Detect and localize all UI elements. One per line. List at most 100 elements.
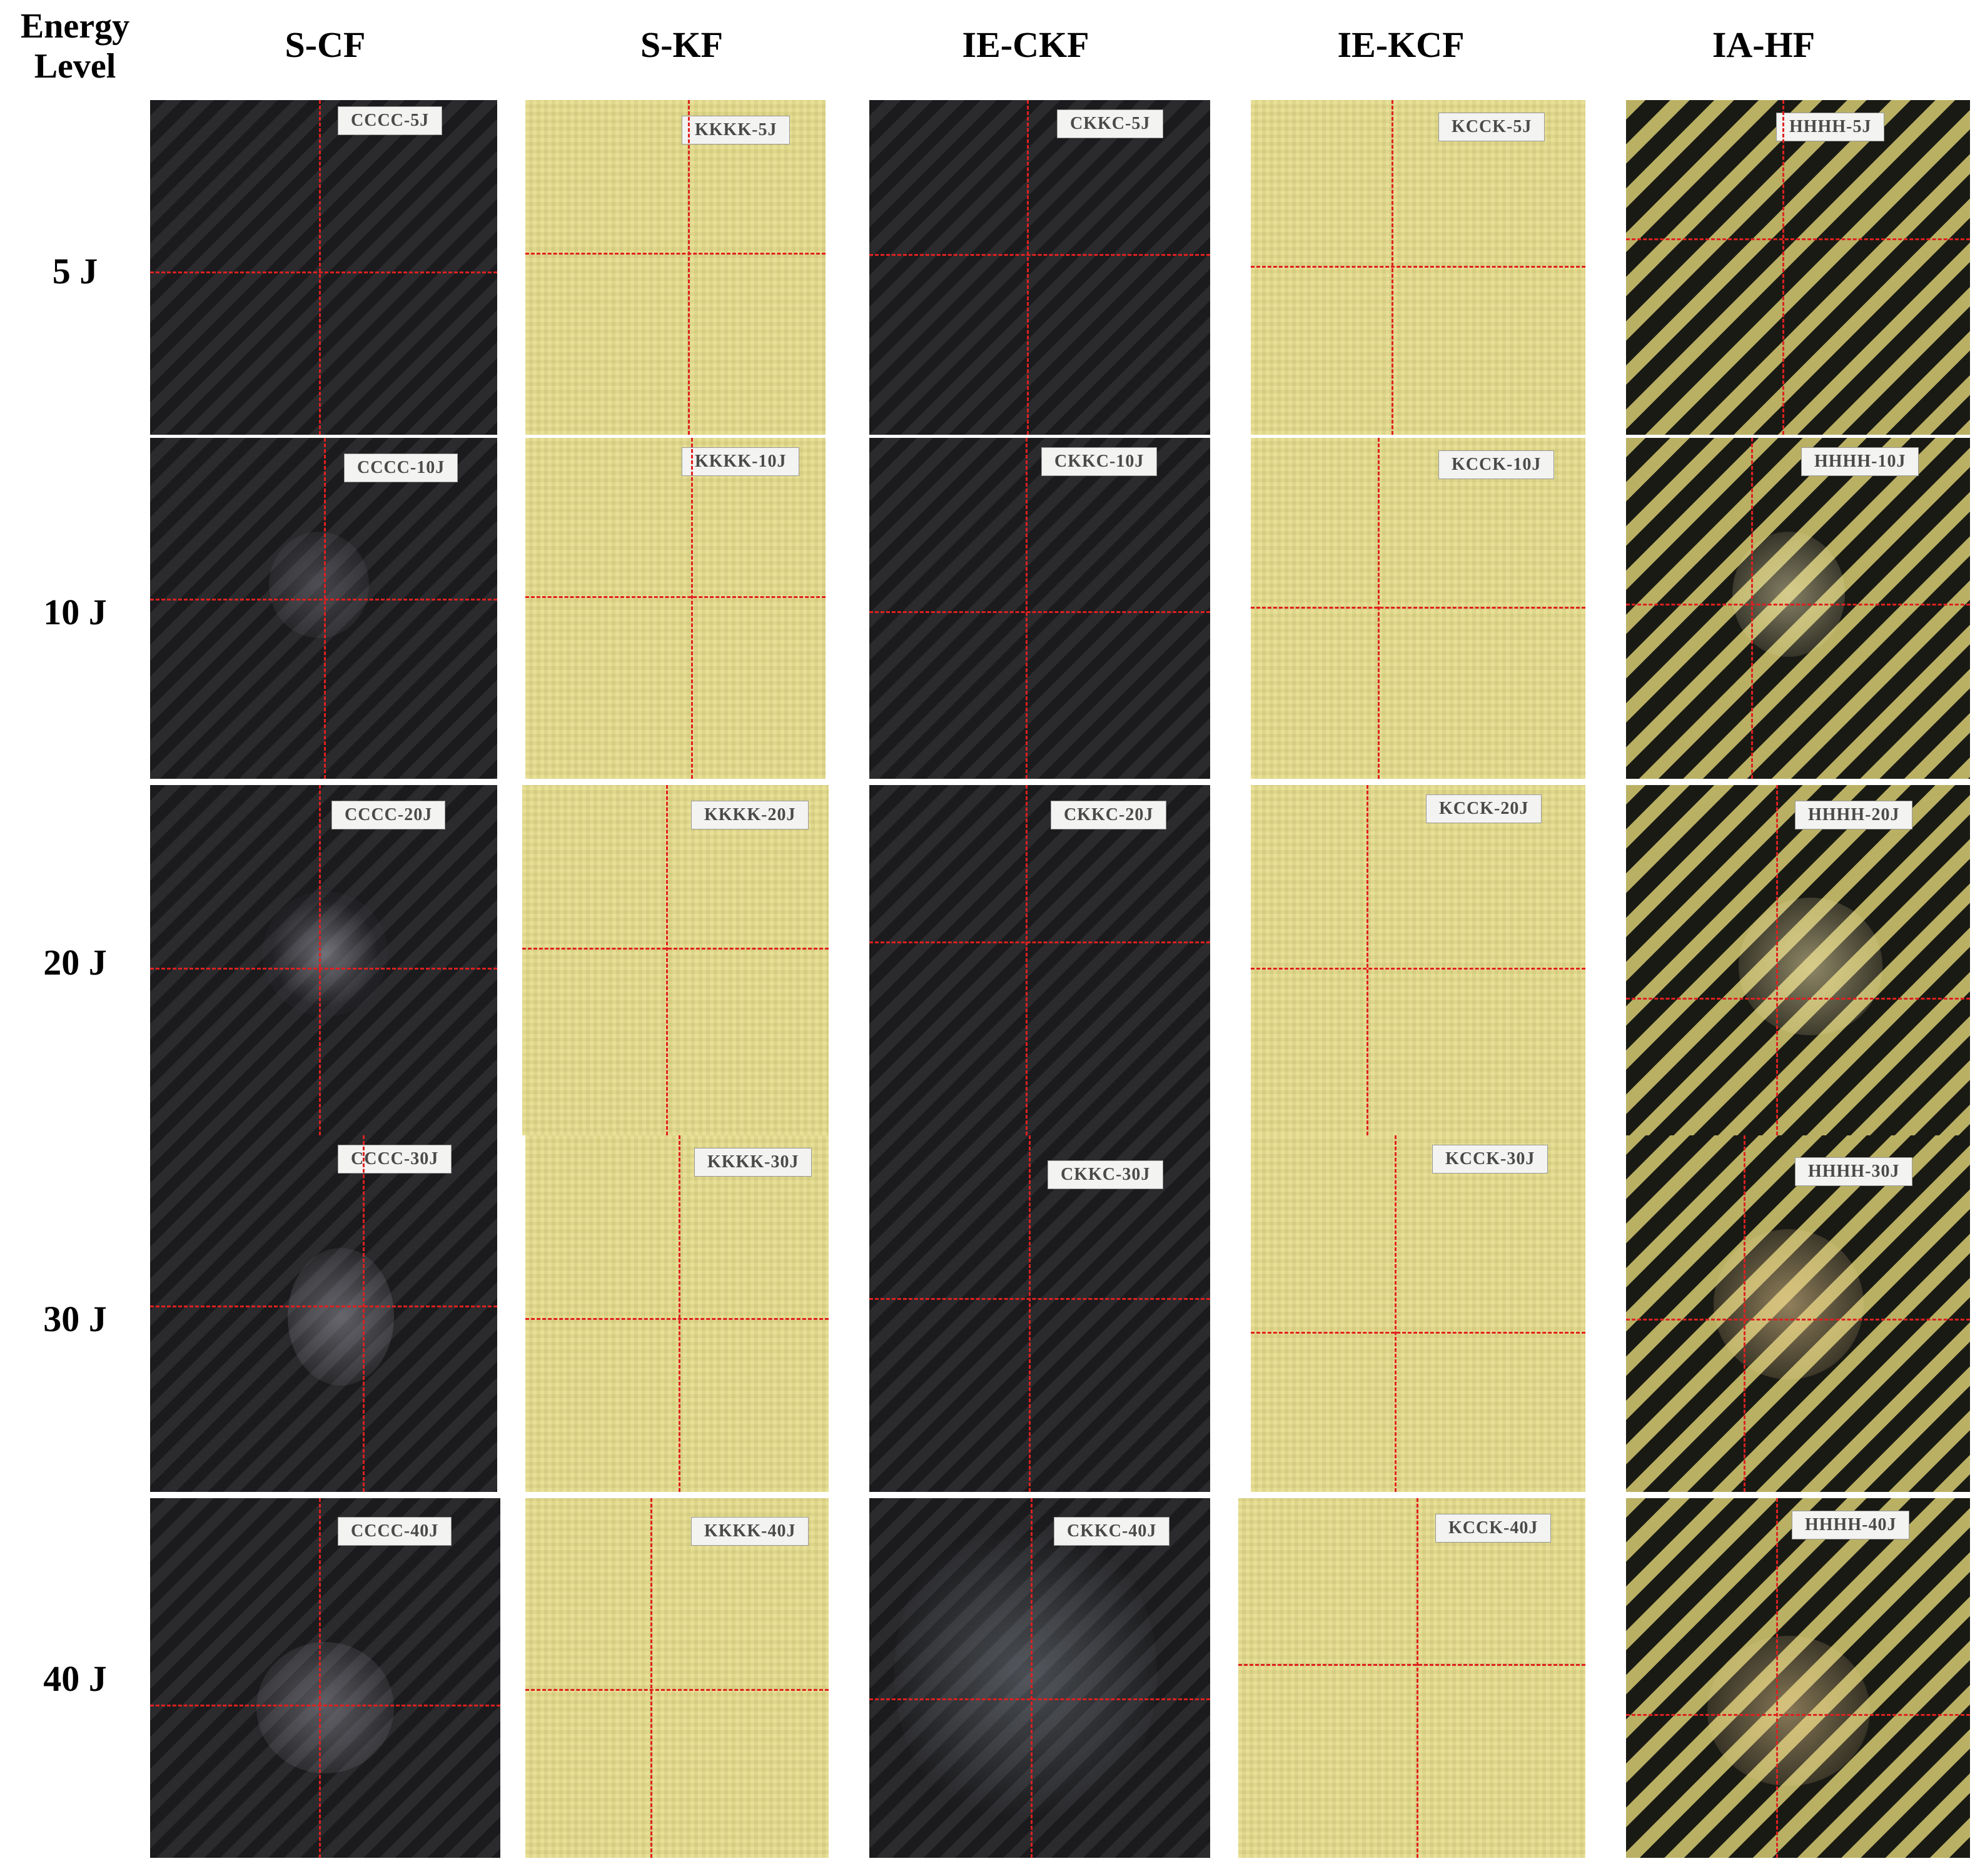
crosshair-vertical bbox=[1776, 785, 1778, 1135]
specimen-photo-s-cf-10j: CCCC-10J bbox=[150, 438, 497, 779]
crosshair-horizontal bbox=[525, 253, 826, 255]
impact-damage-area bbox=[1707, 1636, 1870, 1786]
specimen-label: KCCK-5J bbox=[1438, 113, 1545, 141]
crosshair-horizontal bbox=[1238, 1664, 1585, 1666]
crosshair-vertical bbox=[1744, 1135, 1745, 1492]
crosshair-vertical bbox=[363, 1135, 365, 1492]
specimen-label: KCCK-10J bbox=[1438, 450, 1555, 479]
impact-damage-area bbox=[1739, 898, 1882, 1035]
specimen-photo-ia-hf-5j: HHHH-5J bbox=[1626, 100, 1970, 435]
row-label-40j: 40 J bbox=[43, 1658, 107, 1699]
specimen-label: CCCC-5J bbox=[338, 106, 443, 135]
crosshair-horizontal bbox=[525, 1318, 829, 1320]
crosshair-vertical bbox=[691, 438, 693, 779]
impact-damage-area bbox=[1732, 532, 1845, 657]
crosshair-horizontal bbox=[1251, 968, 1585, 970]
specimen-photo-ie-ckf-40j: CKKC-40J bbox=[869, 1498, 1210, 1858]
crosshair-vertical bbox=[1417, 1498, 1418, 1858]
impact-damage-area bbox=[288, 1248, 394, 1386]
specimen-label: KCCK-40J bbox=[1435, 1514, 1552, 1543]
specimen-photo-s-cf-5j: CCCC-5J bbox=[150, 100, 497, 435]
impact-damage-area bbox=[263, 891, 388, 1017]
crosshair-horizontal bbox=[869, 1298, 1210, 1300]
crosshair-horizontal bbox=[1251, 266, 1585, 268]
crosshair-vertical bbox=[1031, 1498, 1033, 1858]
specimen-label: KKKK-5J bbox=[682, 116, 791, 145]
row-label-5j: 5 J bbox=[52, 251, 98, 292]
energy-level-header: Energy Level bbox=[20, 7, 130, 86]
column-header-s-cf: S-CF bbox=[285, 24, 366, 65]
crosshair-horizontal bbox=[525, 1689, 829, 1691]
crosshair-horizontal bbox=[1626, 1714, 1970, 1716]
impact-damage-area bbox=[269, 532, 369, 638]
column-header-ie-kcf: IE-KCF bbox=[1337, 24, 1465, 65]
specimen-label: CCCC-40J bbox=[338, 1517, 452, 1546]
specimen-photo-ie-kcf-30j: KCCK-30J bbox=[1251, 1135, 1585, 1492]
specimen-label: HHHH-20J bbox=[1795, 801, 1913, 829]
specimen-photo-s-cf-20j: CCCC-20J bbox=[150, 785, 497, 1135]
crosshair-vertical bbox=[1366, 785, 1368, 1135]
crosshair-horizontal bbox=[869, 941, 1210, 943]
crosshair-vertical bbox=[1776, 1498, 1778, 1858]
specimen-label: CKKC-40J bbox=[1054, 1517, 1170, 1546]
crosshair-vertical bbox=[666, 785, 668, 1135]
specimen-photo-ie-kcf-5j: KCCK-5J bbox=[1251, 100, 1585, 435]
crosshair-vertical bbox=[1751, 438, 1753, 779]
specimen-photo-ia-hf-40j: HHHH-40J bbox=[1626, 1498, 1970, 1858]
specimen-photo-ie-kcf-10j: KCCK-10J bbox=[1251, 438, 1585, 779]
specimen-photo-s-kf-20j: KKKK-20J bbox=[522, 785, 829, 1135]
crosshair-vertical bbox=[679, 1135, 680, 1492]
specimen-photo-ia-hf-20j: HHHH-20J bbox=[1626, 785, 1970, 1135]
row-label-10j: 10 J bbox=[43, 592, 107, 632]
crosshair-vertical bbox=[650, 1498, 652, 1858]
crosshair-vertical bbox=[319, 100, 321, 435]
specimen-photo-ie-ckf-10j: CKKC-10J bbox=[869, 438, 1210, 779]
specimen-photo-s-cf-40j: CCCC-40J bbox=[150, 1498, 500, 1858]
specimen-photo-s-kf-30j: KKKK-30J bbox=[525, 1135, 829, 1492]
impact-damage-area bbox=[1714, 1229, 1864, 1379]
row-label-30j: 30 J bbox=[43, 1299, 107, 1339]
crosshair-vertical bbox=[1027, 100, 1029, 435]
crosshair-horizontal bbox=[869, 1698, 1210, 1700]
crosshair-vertical bbox=[319, 785, 321, 1135]
specimen-label: CKKC-10J bbox=[1041, 447, 1158, 476]
specimen-photo-ia-hf-30j: HHHH-30J bbox=[1626, 1135, 1970, 1492]
crosshair-horizontal bbox=[150, 1705, 500, 1706]
specimen-label: HHHH-10J bbox=[1801, 447, 1919, 476]
crosshair-vertical bbox=[1782, 100, 1784, 435]
specimen-label: KCCK-30J bbox=[1432, 1145, 1548, 1174]
crosshair-vertical bbox=[319, 1498, 321, 1858]
specimen-label: CKKC-20J bbox=[1051, 801, 1167, 829]
crosshair-horizontal bbox=[869, 611, 1210, 613]
specimen-label: CCCC-20J bbox=[331, 801, 446, 829]
crosshair-horizontal bbox=[1626, 238, 1970, 240]
crosshair-vertical bbox=[1392, 100, 1393, 435]
crosshair-vertical bbox=[324, 438, 326, 779]
crosshair-vertical bbox=[1026, 785, 1028, 1135]
specimen-label: HHHH-5J bbox=[1776, 113, 1885, 141]
impact-damage-area bbox=[256, 1642, 394, 1773]
crosshair-horizontal bbox=[150, 271, 497, 273]
specimen-photo-s-kf-5j: KKKK-5J bbox=[525, 100, 826, 435]
crosshair-horizontal bbox=[150, 599, 497, 601]
crosshair-horizontal bbox=[1626, 1319, 1970, 1321]
crosshair-vertical bbox=[1378, 438, 1380, 779]
crosshair-vertical bbox=[688, 100, 690, 435]
specimen-photo-s-kf-40j: KKKK-40J bbox=[525, 1498, 829, 1858]
crosshair-horizontal bbox=[522, 948, 829, 950]
specimen-photo-s-kf-10j: KKKK-10J bbox=[525, 438, 826, 779]
crosshair-vertical bbox=[1395, 1135, 1397, 1492]
specimen-photo-s-cf-30j: CCCC-30J bbox=[150, 1135, 497, 1492]
specimen-photo-ie-ckf-20j: CKKC-20J bbox=[869, 785, 1210, 1135]
specimen-label: CCCC-10J bbox=[344, 454, 458, 482]
specimen-label: HHHH-40J bbox=[1792, 1511, 1910, 1539]
specimen-label: CCCC-30J bbox=[338, 1145, 452, 1174]
specimen-label: KKKK-10J bbox=[682, 447, 800, 476]
crosshair-vertical bbox=[1029, 1135, 1031, 1492]
crosshair-vertical bbox=[1026, 438, 1028, 779]
impact-damage-area bbox=[894, 1511, 1157, 1836]
column-header-ia-hf: IA-HF bbox=[1712, 24, 1816, 65]
specimen-photo-ia-hf-10j: HHHH-10J bbox=[1626, 438, 1970, 779]
row-label-20j: 20 J bbox=[43, 942, 107, 983]
column-header-ie-ckf: IE-CKF bbox=[962, 24, 1089, 65]
